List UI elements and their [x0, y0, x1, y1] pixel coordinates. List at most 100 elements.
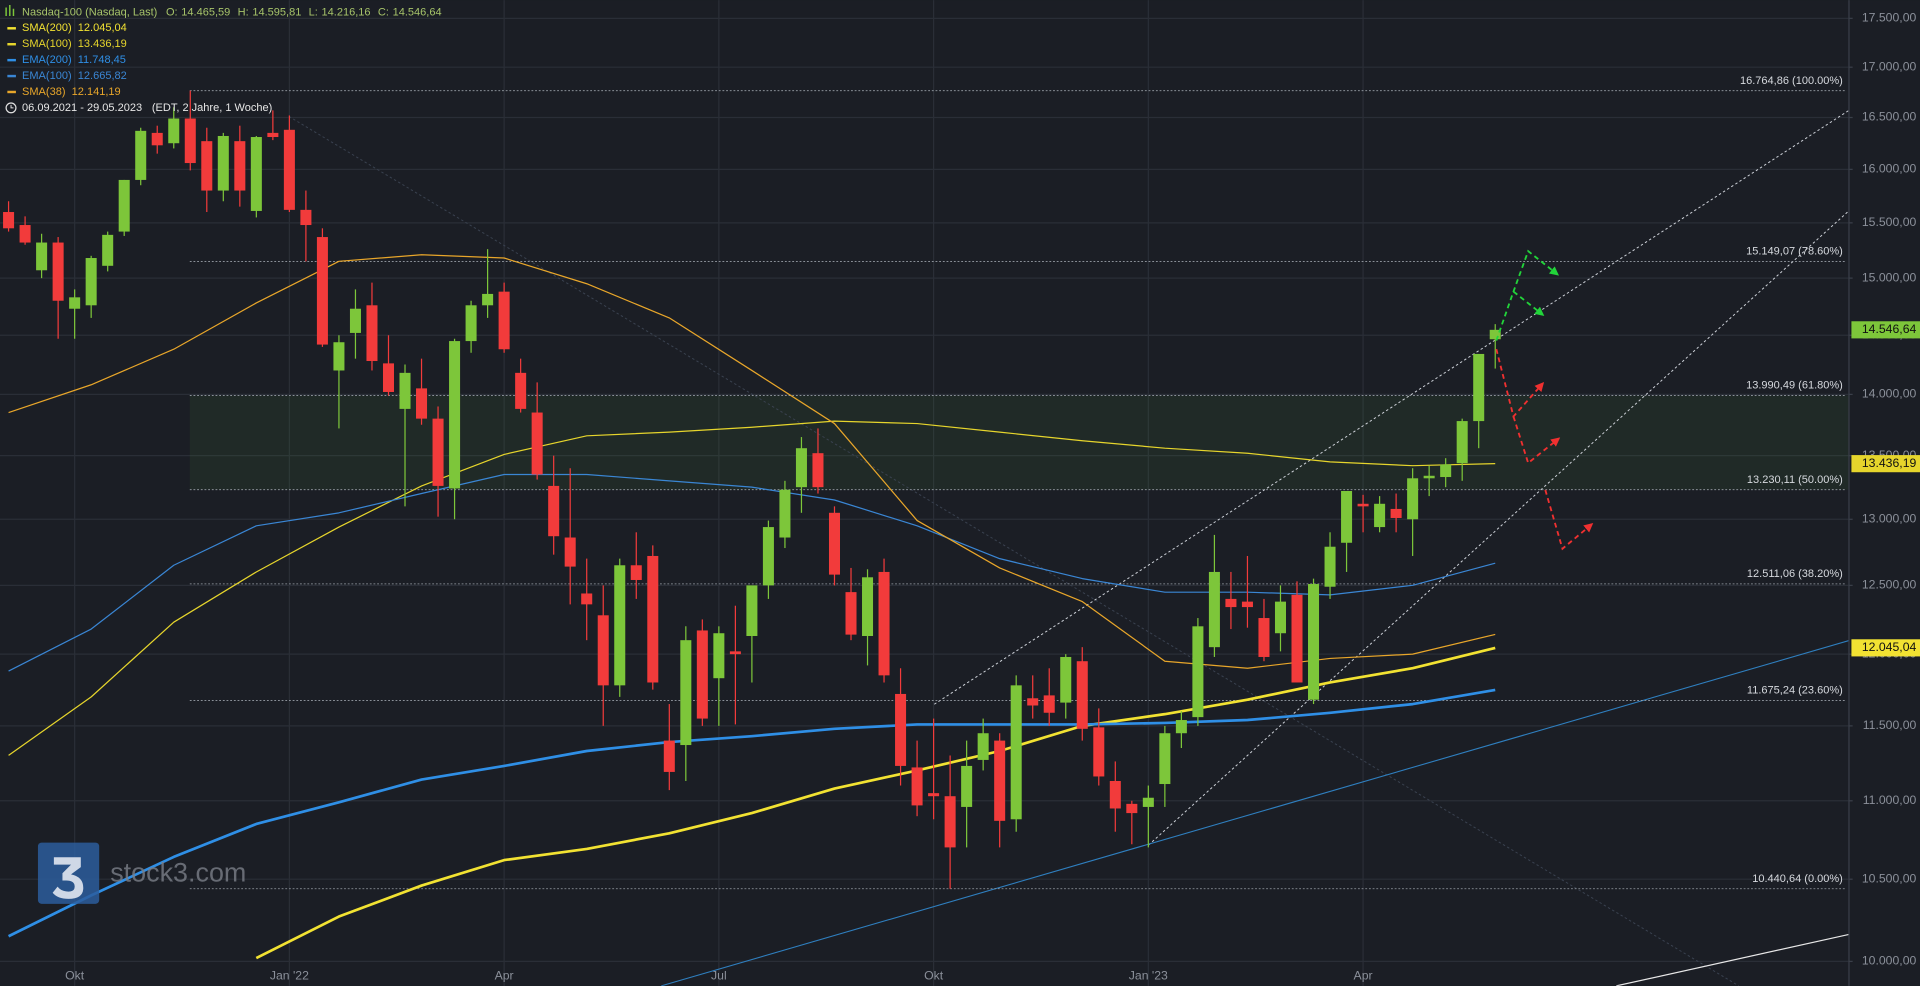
fib-level-label: 13.990,49 (61.80%) — [1746, 380, 1843, 392]
candle-body — [184, 118, 196, 164]
candle-body — [564, 537, 576, 567]
candle-body — [217, 135, 229, 191]
candle-body — [366, 305, 378, 362]
candle-body — [994, 740, 1006, 821]
candle-body — [581, 593, 593, 605]
candle-body — [977, 733, 989, 760]
y-tick-label: 16.000,00 — [1862, 162, 1917, 176]
legend-value: 11.748,45 — [78, 54, 126, 66]
fib-level-label: 13.230,11 (50.00%) — [1747, 474, 1843, 486]
x-tick-label: Okt — [924, 968, 944, 982]
ohlc-value: 14.546,64 — [393, 6, 442, 18]
candle-body — [779, 489, 791, 538]
indicator-line — [8, 420, 1496, 756]
candle-body — [614, 565, 626, 686]
candle-body — [1109, 780, 1121, 809]
fib-level-label: 15.149,07 (78.60%) — [1746, 246, 1843, 258]
candle-body — [333, 342, 345, 371]
candle-body — [729, 651, 741, 655]
trend-line — [1616, 933, 1849, 986]
candle-body — [399, 372, 411, 409]
zone — [189, 395, 1849, 490]
price-tag-label: 14.546,64 — [1862, 322, 1917, 336]
date-range: 06.09.2021 - 29.05.2023 — [22, 102, 142, 114]
y-tick-label: 13.000,00 — [1862, 512, 1917, 526]
x-tick-label: Jul — [711, 968, 727, 982]
candle-body — [36, 242, 48, 271]
price-tag — [1851, 455, 1920, 473]
price-tag-label: 13.436,19 — [1862, 456, 1917, 470]
candle-body — [135, 130, 147, 180]
candle-body — [449, 341, 461, 489]
candle-body — [944, 796, 956, 848]
date-range-note: (EDT, 2 Jahre, 1 Woche) — [152, 102, 272, 114]
clock-hand — [10, 104, 14, 109]
ohlc-value: 14.216,16 — [322, 6, 371, 18]
ohlc-key: L: — [309, 6, 318, 18]
ohlc-key: C: — [378, 6, 389, 18]
candle-body — [515, 372, 527, 409]
candle-body — [696, 630, 708, 719]
levels: 16.764,86 (100.00%) 15.149,07 (78.60%) 13.… — [189, 75, 1847, 890]
candle-body — [1060, 656, 1072, 703]
fib-level-label: 10.440,64 (0.00%) — [1752, 873, 1843, 885]
arrow-down — [1544, 489, 1594, 551]
candles — [3, 90, 1501, 889]
candle-body — [498, 291, 510, 350]
candle-body — [234, 141, 246, 191]
x-tick-label: Apr — [495, 968, 514, 982]
y-tick-label: 11.500,00 — [1863, 718, 1917, 732]
candle-body — [300, 209, 312, 226]
ohlc-value: 14.465,59 — [181, 6, 230, 18]
ohlc-key: O: — [166, 6, 178, 18]
candle-body — [1126, 803, 1138, 814]
candle-body — [1291, 594, 1303, 683]
arrow-up — [1495, 249, 1559, 341]
candle-body — [647, 555, 659, 683]
candle-body — [845, 592, 857, 635]
candle-body — [1010, 685, 1022, 820]
legend-name: SMA(200) — [22, 22, 72, 34]
arrow-up — [1512, 290, 1545, 316]
price-tag-label: 12.045,04 — [1862, 640, 1917, 654]
candle-body — [267, 132, 279, 138]
candle-body — [548, 485, 560, 537]
y-tick-label: 17.000,00 — [1862, 59, 1917, 73]
candle-body — [795, 448, 807, 488]
watermark-text: stock3.com — [110, 858, 246, 888]
candle-body — [1473, 353, 1485, 422]
candle-body — [1324, 546, 1336, 587]
candle-body — [69, 297, 81, 309]
candle-body — [102, 234, 114, 266]
candle-body — [531, 412, 543, 475]
candle-body — [828, 512, 840, 575]
candle-body — [1489, 329, 1501, 340]
logo-glyph — [52, 857, 84, 899]
candle-body — [1357, 503, 1369, 507]
candle-body — [19, 225, 31, 243]
candle-body — [151, 132, 163, 146]
candle-body — [812, 453, 824, 488]
candle-body — [432, 418, 444, 486]
candle-body — [349, 308, 361, 333]
candle-body — [1076, 661, 1088, 729]
candle-body — [928, 793, 940, 797]
candle-body — [663, 740, 675, 772]
candle-body — [52, 242, 64, 301]
candle-body — [862, 577, 874, 637]
candle-body — [1027, 698, 1039, 706]
candle-body — [895, 693, 907, 766]
candle-body — [597, 615, 609, 686]
candle-body — [1456, 421, 1468, 464]
price-tag — [1851, 639, 1920, 657]
candle-body — [762, 527, 774, 586]
candle-body — [1043, 695, 1055, 713]
candle-body — [201, 141, 213, 191]
x-tick-label: Jan '23 — [1129, 968, 1168, 982]
legend-name: SMA(38) — [22, 86, 65, 98]
chart-icon — [5, 5, 15, 17]
candle-body — [1390, 508, 1402, 518]
candle-body — [168, 118, 180, 144]
trend-line — [1148, 210, 1849, 846]
